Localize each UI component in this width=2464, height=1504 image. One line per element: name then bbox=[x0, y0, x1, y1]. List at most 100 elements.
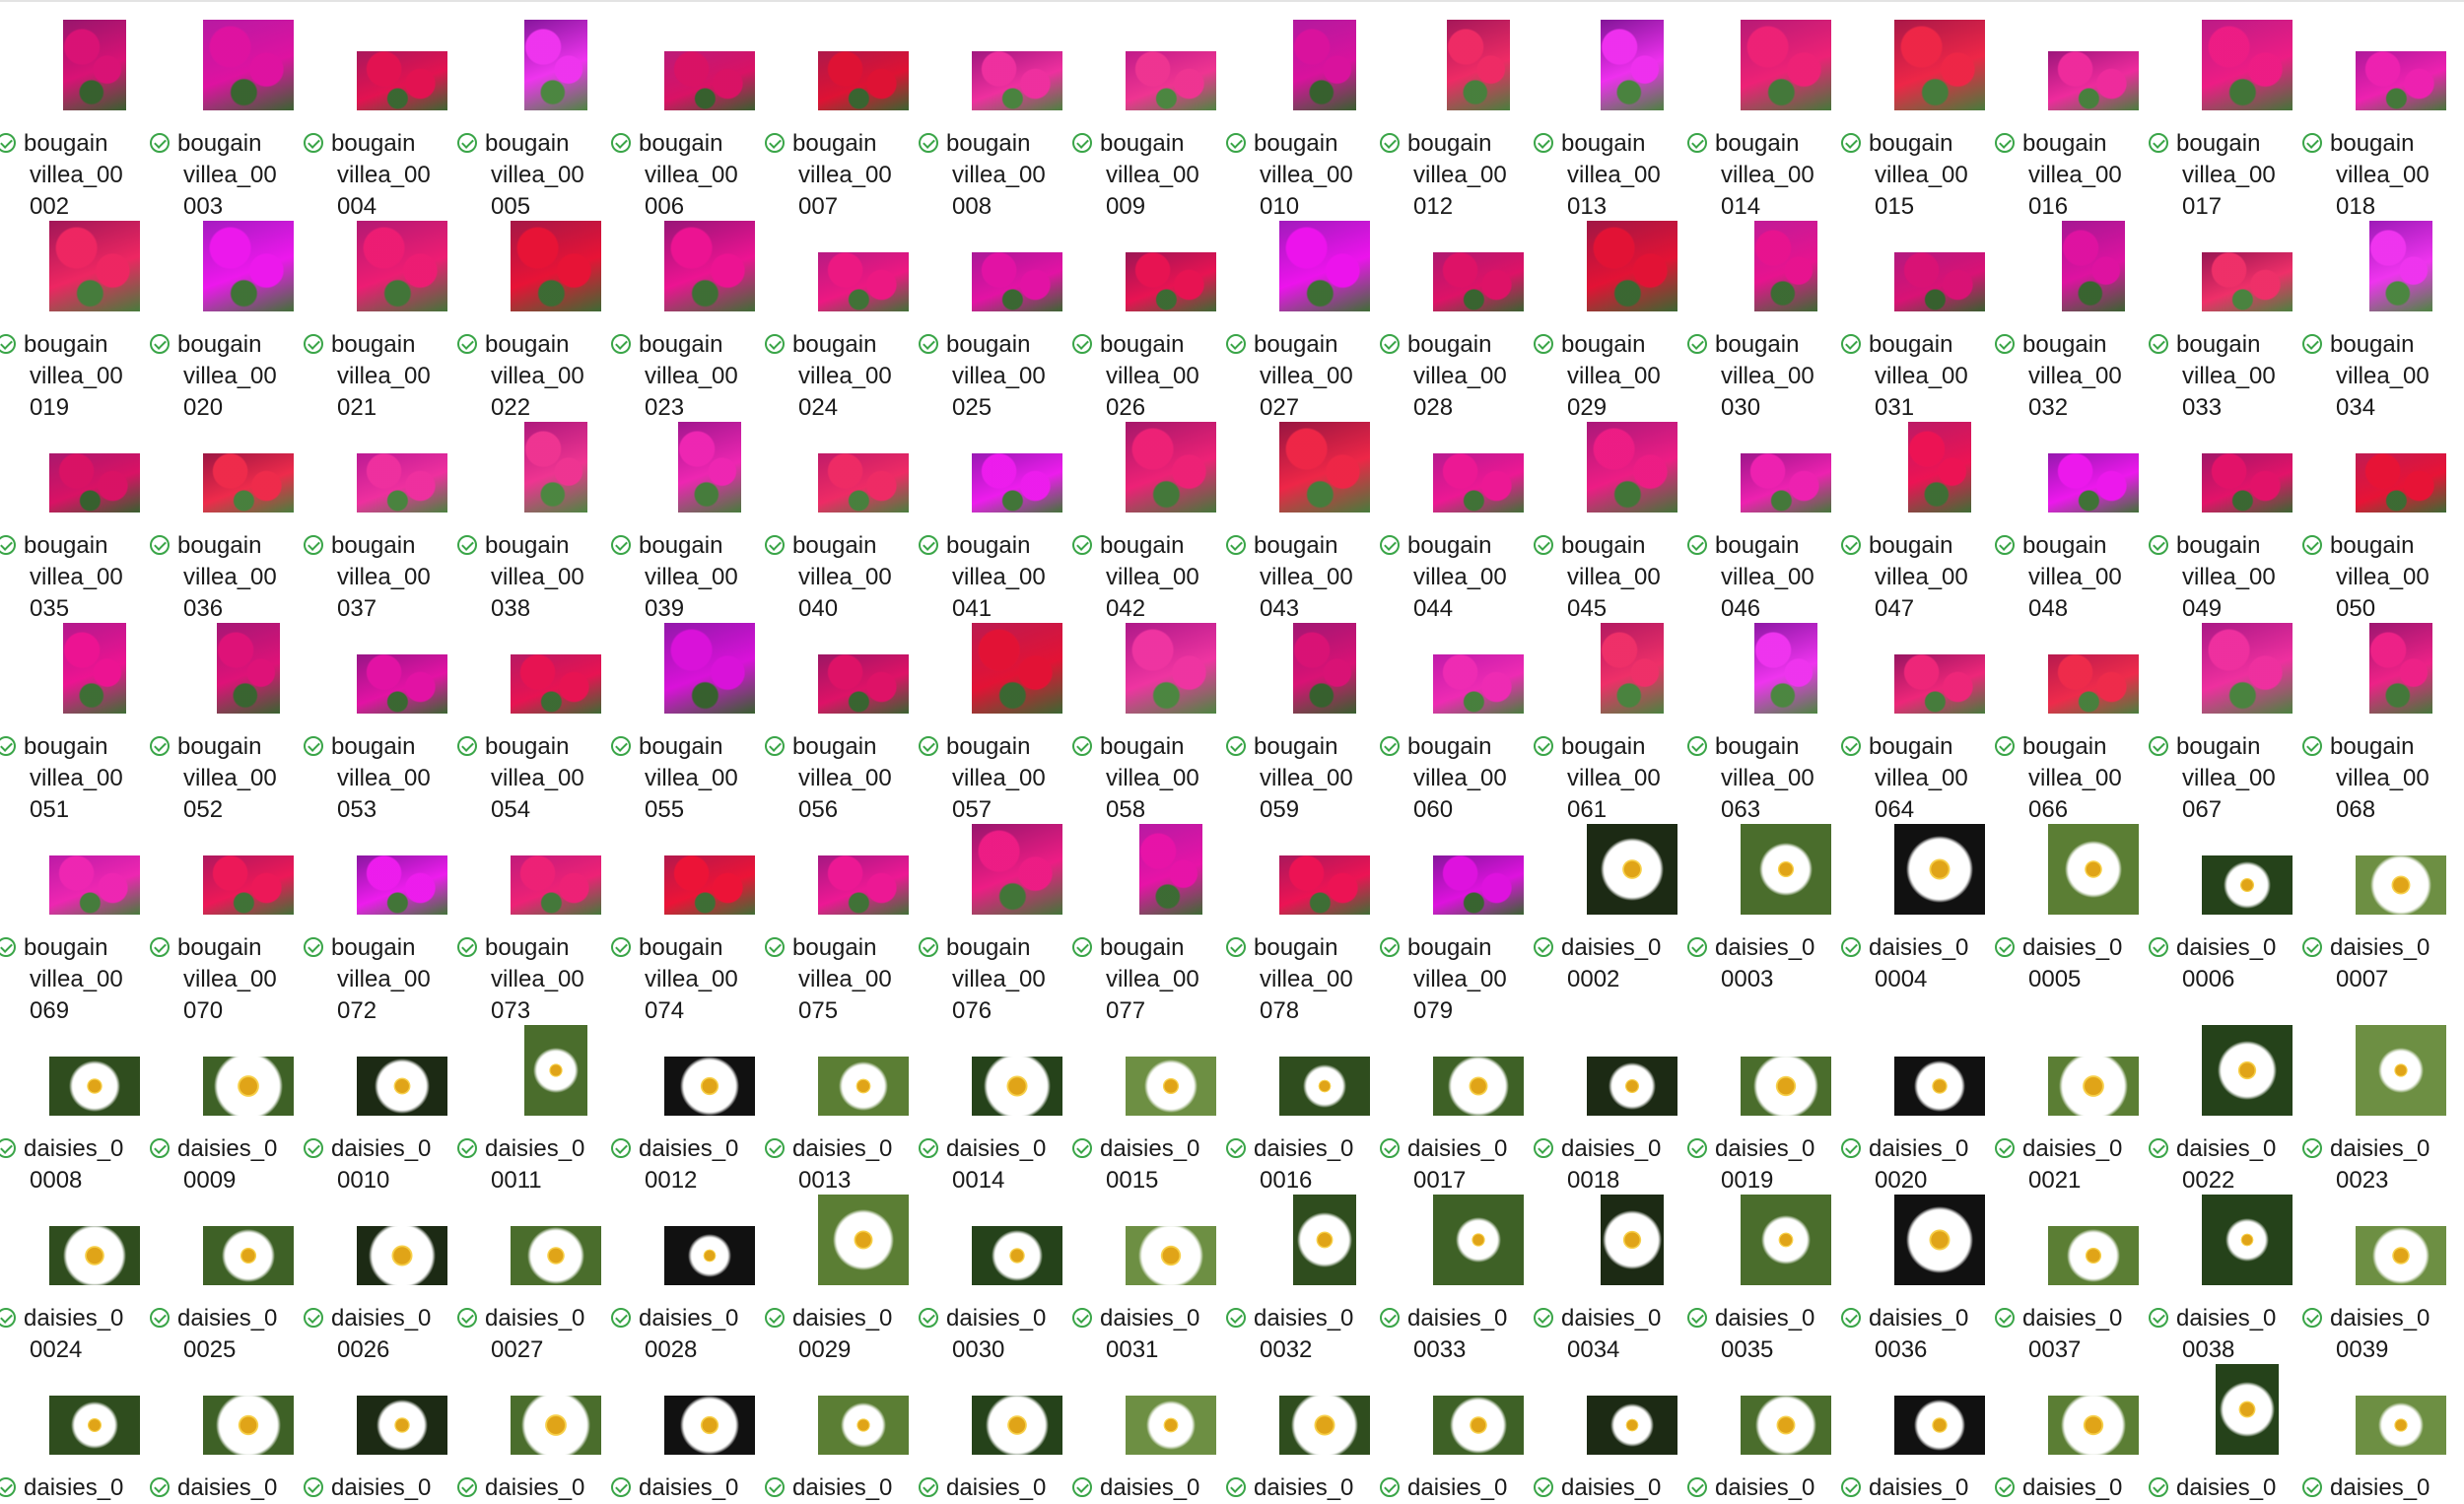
file-thumbnail[interactable] bbox=[2306, 418, 2460, 513]
file-thumbnail[interactable] bbox=[1538, 16, 1691, 110]
file-thumbnail[interactable] bbox=[1076, 16, 1230, 110]
file-thumbnail[interactable] bbox=[461, 1360, 615, 1455]
file-thumbnail[interactable] bbox=[1691, 619, 1845, 714]
file-thumbnail[interactable] bbox=[615, 820, 769, 915]
file-thumbnail[interactable] bbox=[154, 1191, 308, 1285]
file-thumbnail[interactable] bbox=[1999, 217, 2153, 311]
file-thumbnail[interactable] bbox=[1691, 217, 1845, 311]
file-thumbnail[interactable] bbox=[769, 820, 923, 915]
file-thumbnail[interactable] bbox=[615, 1021, 769, 1116]
file-thumbnail[interactable] bbox=[308, 418, 461, 513]
file-thumbnail[interactable] bbox=[923, 820, 1076, 915]
file-thumbnail[interactable] bbox=[923, 217, 1076, 311]
file-thumbnail[interactable] bbox=[769, 1021, 923, 1116]
file-thumbnail[interactable] bbox=[923, 16, 1076, 110]
file-thumbnail[interactable] bbox=[769, 1360, 923, 1455]
file-thumbnail[interactable] bbox=[154, 820, 308, 915]
file-thumbnail[interactable] bbox=[1999, 619, 2153, 714]
file-thumbnail[interactable] bbox=[1845, 619, 1999, 714]
file-thumbnail[interactable] bbox=[2153, 619, 2306, 714]
file-thumbnail[interactable] bbox=[1845, 1360, 1999, 1455]
file-thumbnail[interactable] bbox=[2306, 16, 2460, 110]
file-thumbnail[interactable] bbox=[1384, 16, 1538, 110]
file-thumbnail[interactable] bbox=[0, 1021, 154, 1116]
file-thumbnail[interactable] bbox=[154, 217, 308, 311]
file-thumbnail[interactable] bbox=[615, 619, 769, 714]
file-thumbnail[interactable] bbox=[1076, 217, 1230, 311]
file-thumbnail[interactable] bbox=[1230, 619, 1384, 714]
file-thumbnail[interactable] bbox=[0, 1360, 154, 1455]
file-thumbnail[interactable] bbox=[1076, 1360, 1230, 1455]
file-thumbnail[interactable] bbox=[2306, 1021, 2460, 1116]
file-thumbnail[interactable] bbox=[615, 1360, 769, 1455]
file-thumbnail[interactable] bbox=[2153, 1360, 2306, 1455]
file-thumbnail[interactable] bbox=[769, 16, 923, 110]
file-thumbnail[interactable] bbox=[1845, 820, 1999, 915]
file-thumbnail[interactable] bbox=[1230, 1360, 1384, 1455]
file-thumbnail[interactable] bbox=[2153, 217, 2306, 311]
file-thumbnail[interactable] bbox=[1691, 16, 1845, 110]
file-thumbnail[interactable] bbox=[308, 1191, 461, 1285]
file-thumbnail[interactable] bbox=[1691, 1191, 1845, 1285]
file-thumbnail[interactable] bbox=[1691, 418, 1845, 513]
file-thumbnail[interactable] bbox=[1384, 619, 1538, 714]
file-thumbnail[interactable] bbox=[1999, 418, 2153, 513]
file-thumbnail[interactable] bbox=[1076, 1191, 1230, 1285]
file-thumbnail[interactable] bbox=[1076, 619, 1230, 714]
file-thumbnail[interactable] bbox=[461, 16, 615, 110]
file-thumbnail[interactable] bbox=[0, 820, 154, 915]
file-thumbnail[interactable] bbox=[615, 217, 769, 311]
file-thumbnail[interactable] bbox=[2306, 217, 2460, 311]
file-thumbnail[interactable] bbox=[2153, 16, 2306, 110]
file-thumbnail[interactable] bbox=[1384, 1191, 1538, 1285]
file-thumbnail[interactable] bbox=[1230, 16, 1384, 110]
file-thumbnail[interactable] bbox=[1845, 16, 1999, 110]
file-thumbnail[interactable] bbox=[1538, 217, 1691, 311]
file-thumbnail[interactable] bbox=[923, 619, 1076, 714]
file-thumbnail[interactable] bbox=[308, 16, 461, 110]
file-thumbnail[interactable] bbox=[1076, 418, 1230, 513]
file-thumbnail[interactable] bbox=[461, 217, 615, 311]
file-thumbnail[interactable] bbox=[1999, 1191, 2153, 1285]
file-thumbnail[interactable] bbox=[154, 619, 308, 714]
file-thumbnail[interactable] bbox=[1230, 1191, 1384, 1285]
file-thumbnail[interactable] bbox=[1999, 1360, 2153, 1455]
file-thumbnail[interactable] bbox=[615, 16, 769, 110]
file-thumbnail[interactable] bbox=[1538, 1021, 1691, 1116]
file-thumbnail[interactable] bbox=[461, 418, 615, 513]
file-thumbnail[interactable] bbox=[154, 16, 308, 110]
file-thumbnail[interactable] bbox=[1845, 1191, 1999, 1285]
file-thumbnail[interactable] bbox=[461, 1021, 615, 1116]
file-thumbnail[interactable] bbox=[2306, 820, 2460, 915]
file-thumbnail[interactable] bbox=[615, 1191, 769, 1285]
file-thumbnail[interactable] bbox=[1845, 418, 1999, 513]
file-thumbnail[interactable] bbox=[615, 418, 769, 513]
file-thumbnail[interactable] bbox=[2153, 1021, 2306, 1116]
file-thumbnail[interactable] bbox=[0, 1191, 154, 1285]
file-thumbnail[interactable] bbox=[1538, 820, 1691, 915]
file-thumbnail[interactable] bbox=[1538, 418, 1691, 513]
file-thumbnail[interactable] bbox=[2153, 820, 2306, 915]
file-thumbnail[interactable] bbox=[154, 1021, 308, 1116]
file-thumbnail[interactable] bbox=[0, 418, 154, 513]
file-thumbnail[interactable] bbox=[1384, 820, 1538, 915]
file-thumbnail[interactable] bbox=[1691, 1360, 1845, 1455]
file-thumbnail[interactable] bbox=[461, 820, 615, 915]
file-thumbnail[interactable] bbox=[308, 1360, 461, 1455]
file-thumbnail[interactable] bbox=[461, 1191, 615, 1285]
file-thumbnail[interactable] bbox=[308, 217, 461, 311]
file-thumbnail[interactable] bbox=[2306, 1360, 2460, 1455]
file-thumbnail[interactable] bbox=[308, 619, 461, 714]
file-thumbnail[interactable] bbox=[1384, 418, 1538, 513]
file-thumbnail[interactable] bbox=[1384, 1021, 1538, 1116]
file-thumbnail[interactable] bbox=[1538, 619, 1691, 714]
file-thumbnail[interactable] bbox=[1845, 1021, 1999, 1116]
file-thumbnail[interactable] bbox=[2306, 1191, 2460, 1285]
file-thumbnail[interactable] bbox=[769, 619, 923, 714]
file-thumbnail[interactable] bbox=[1076, 820, 1230, 915]
file-thumbnail[interactable] bbox=[1384, 217, 1538, 311]
file-thumbnail[interactable] bbox=[1999, 16, 2153, 110]
file-thumbnail[interactable] bbox=[1538, 1360, 1691, 1455]
file-thumbnail[interactable] bbox=[0, 16, 154, 110]
